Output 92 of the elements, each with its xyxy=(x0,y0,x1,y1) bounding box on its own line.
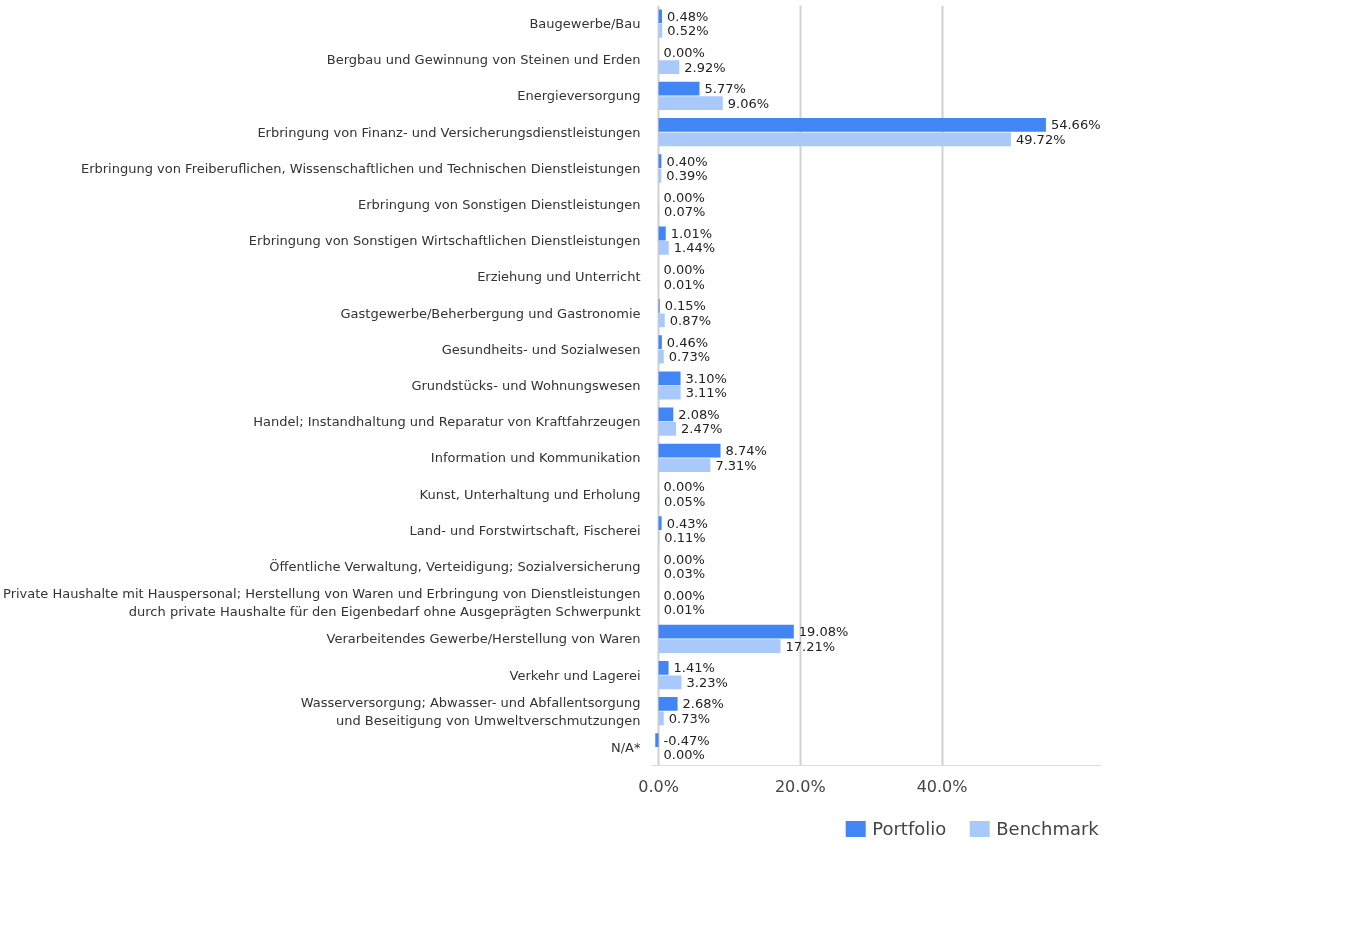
data-label: 1.01% xyxy=(670,226,713,241)
bar xyxy=(658,371,681,386)
data-label: 3.11% xyxy=(685,385,727,401)
y-tick-label: Verarbeitendes Gewerbe/Herstellung von Waren xyxy=(326,631,641,647)
data-label: 0.00% xyxy=(663,45,705,61)
y-tick-label: Erbringung von Sonstigen Wirtschaftlichen Dienstleistungen xyxy=(248,233,641,249)
data-label: 0.00% xyxy=(663,262,705,278)
data-label: 8.74% xyxy=(725,443,767,459)
bar xyxy=(658,335,662,349)
bar xyxy=(658,118,1046,132)
y-tick-label: Baugewerbe/Bau xyxy=(529,16,641,32)
bar xyxy=(658,132,1011,147)
bar xyxy=(658,697,678,711)
data-label: 0.73% xyxy=(668,710,711,726)
bar xyxy=(655,733,659,748)
bar xyxy=(658,96,723,111)
x-tick-label: 20.0% xyxy=(774,776,826,796)
data-label: 0.00% xyxy=(663,587,705,603)
data-label: 0.05% xyxy=(663,493,706,509)
data-label: 2.47% xyxy=(681,421,723,437)
y-tick-label: Handel; Instandhaltung und Reparatur von Kraftfahrzeugen xyxy=(253,414,641,430)
y-tick-label: Private Haushalte mit Hauspersonal; Herstellung von Waren und Erbringung von Dienstleistungen durch private Haushalte für den Eigenbedarf ohne Ausgeprägten Schwerpunkt xyxy=(3,586,641,620)
x-tick-label: 40.0% xyxy=(916,776,968,796)
data-label: 0.00% xyxy=(663,189,705,205)
data-label: 0.01% xyxy=(663,276,705,292)
data-label: 0.43% xyxy=(666,515,708,531)
x-tick-label: 0.0% xyxy=(638,776,679,796)
legend-label: Benchmark xyxy=(996,817,1099,839)
y-tick-label: Information und Kommunikation xyxy=(430,450,641,466)
data-label: 0.15% xyxy=(664,298,706,314)
y-tick-label: Wasserversorgung; Abwasser- und Abfallentsorgung und Beseitigung von Umweltverschmutzungen xyxy=(300,694,641,728)
bar xyxy=(658,313,665,328)
data-label: 0.52% xyxy=(667,23,709,39)
y-tick-label: Grundstücks- und Wohnungswesen xyxy=(411,378,641,393)
bar xyxy=(658,385,681,400)
bar xyxy=(658,422,677,436)
data-label: 0.11% xyxy=(664,530,706,545)
legend-label: Portfolio xyxy=(872,817,947,839)
bar xyxy=(658,241,669,255)
data-label: 0.07% xyxy=(664,204,706,220)
y-tick-label: N/A* xyxy=(611,739,641,755)
y-tick-label: Erbringung von Sonstigen Dienstleistungen xyxy=(358,197,641,213)
data-label: 17.21% xyxy=(785,638,836,654)
data-label: 0.00% xyxy=(663,479,705,495)
y-tick-label: Land- und Forstwirtschaft, Fischerei xyxy=(409,522,641,538)
data-label: 0.00% xyxy=(663,551,705,567)
y-tick-label: Energieversorgung xyxy=(517,88,641,104)
bar xyxy=(658,639,781,653)
data-label: 19.08% xyxy=(798,624,849,640)
bar xyxy=(658,60,680,74)
data-label: 0.87% xyxy=(669,312,712,328)
bar xyxy=(658,407,674,422)
y-tick-label: Verkehr und Lagerei xyxy=(509,667,641,683)
bar xyxy=(658,226,666,241)
y-tick-label: Kunst, Unterhaltung und Erholung xyxy=(419,486,641,502)
data-label: 0.40% xyxy=(666,153,708,169)
data-label: 0.01% xyxy=(663,602,705,618)
data-label: 9.06% xyxy=(727,95,770,111)
y-tick-label: Erziehung und Unterricht xyxy=(477,269,641,285)
y-tick-label: Bergbau und Gewinnung von Steinen und Erden xyxy=(326,52,641,68)
bar xyxy=(658,675,682,690)
data-label: 0.73% xyxy=(668,349,711,365)
bar xyxy=(658,711,664,726)
data-label: -0.47% xyxy=(663,732,710,748)
data-label: 2.08% xyxy=(678,406,720,422)
data-label: 5.77% xyxy=(704,81,746,97)
bar xyxy=(658,458,711,472)
data-label: 49.72% xyxy=(1015,131,1066,147)
bar xyxy=(658,660,669,675)
y-tick-label: Gesundheits- und Sozialwesen xyxy=(441,341,641,357)
data-label: 0.03% xyxy=(663,566,706,582)
bar xyxy=(658,443,721,458)
bar xyxy=(658,624,794,639)
data-label: 0.00% xyxy=(663,747,705,763)
bar xyxy=(658,349,664,364)
data-label: 3.23% xyxy=(686,674,728,690)
bar xyxy=(658,516,662,530)
data-label: 3.10% xyxy=(685,370,727,386)
data-label: 0.46% xyxy=(666,334,709,350)
data-label: 1.44% xyxy=(673,240,716,256)
data-label: 2.68% xyxy=(682,696,724,712)
bar xyxy=(658,81,700,96)
y-tick-label: Erbringung von Finanz- und Versicherungsdienstleistungen xyxy=(257,124,641,140)
y-tick-label: Gastgewerbe/Beherbergung und Gastronomie xyxy=(340,305,641,321)
data-label: 0.39% xyxy=(666,168,708,184)
data-label: 7.31% xyxy=(715,457,757,473)
y-tick-label: Öffentliche Verwaltung, Verteidigung; Sozialversicherung xyxy=(269,557,641,574)
data-label: 0.48% xyxy=(666,8,709,24)
data-label: 54.66% xyxy=(1050,117,1101,133)
y-tick-label: Erbringung von Freiberuflichen, Wissenschaftlichen und Technischen Dienstleistungen xyxy=(80,160,641,176)
data-label: 2.92% xyxy=(684,59,726,75)
data-label: 1.41% xyxy=(673,660,715,676)
